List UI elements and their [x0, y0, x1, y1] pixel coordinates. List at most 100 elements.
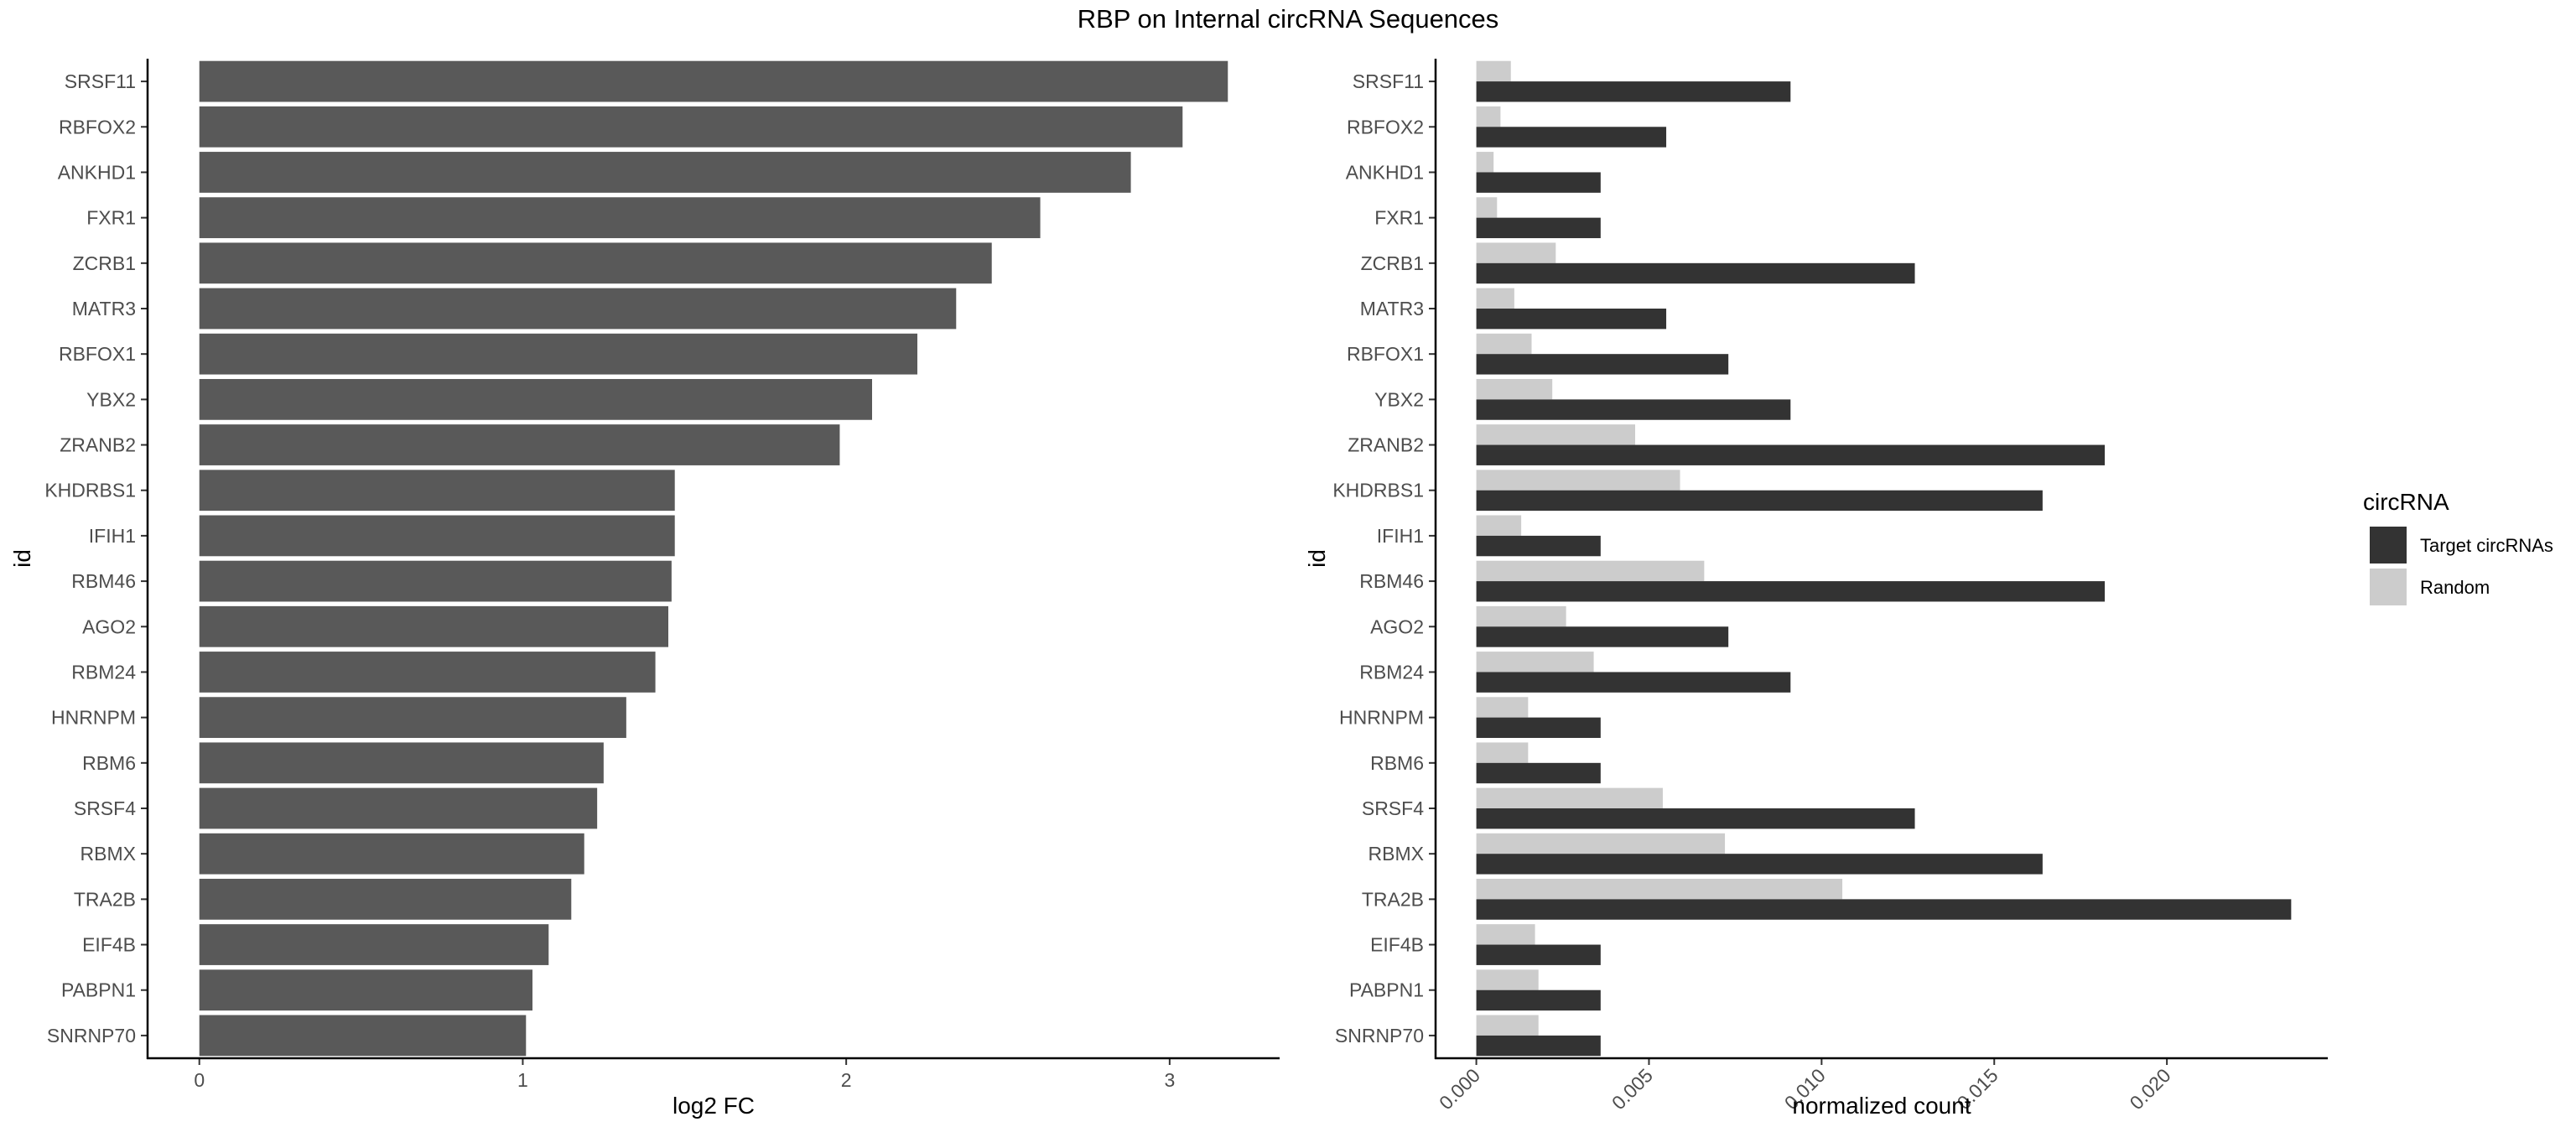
bar-random-rbm24	[1476, 652, 1594, 673]
y-tick-label-tra2b: TRA2B	[1362, 888, 1424, 910]
bar-random-pabpn1	[1476, 969, 1539, 990]
bar-random-rbm46	[1476, 560, 1705, 582]
bar-random-hnrnpm	[1476, 697, 1529, 718]
y-tick-label-tra2b: TRA2B	[74, 888, 136, 910]
normalized-count-bars	[1476, 60, 2292, 1057]
bar-srsf11	[199, 60, 1228, 102]
y-tick-label-ifih1: IFIH1	[89, 525, 136, 547]
legend-title: circRNA	[2363, 489, 2449, 515]
y-tick-label-snrnp70: SNRNP70	[47, 1025, 136, 1046]
y-tick-label-khdrbs1: KHDRBS1	[44, 480, 136, 501]
bar-srsf4	[199, 787, 598, 829]
y-tick-label-rbm6: RBM6	[1370, 752, 1424, 774]
y-tick-label-rbfox1: RBFOX1	[1347, 343, 1424, 365]
bar-pabpn1	[199, 969, 532, 1011]
y-tick-label-ankhd1: ANKHD1	[1346, 161, 1424, 183]
bar-target-srsf11	[1476, 81, 1791, 102]
bar-random-rbm6	[1476, 742, 1529, 763]
y-tick-label-khdrbs1: KHDRBS1	[1332, 480, 1424, 501]
y-tick-label-rbm6: RBM6	[82, 752, 136, 774]
y-tick-label-hnrnpm: HNRNPM	[1339, 707, 1424, 729]
y-tick-label-srsf4: SRSF4	[1362, 797, 1424, 819]
bar-random-zcrb1	[1476, 242, 1556, 263]
bar-random-zranb2	[1476, 424, 1635, 445]
y-tick-label-zcrb1: ZCRB1	[1361, 252, 1424, 274]
bar-target-rbm24	[1476, 672, 1791, 693]
y-tick-label-zcrb1: ZCRB1	[73, 252, 136, 274]
bar-zranb2	[199, 424, 840, 465]
x-tick-label: 2	[841, 1069, 852, 1091]
bar-rbm24	[199, 652, 656, 693]
bar-target-hnrnpm	[1476, 717, 1601, 739]
x-tick-label: 3	[1164, 1069, 1175, 1091]
bar-target-ago2	[1476, 626, 1729, 647]
bar-random-fxr1	[1476, 197, 1498, 218]
bar-tra2b	[199, 878, 572, 920]
bar-ifih1	[199, 515, 675, 557]
bar-target-zranb2	[1476, 444, 2105, 465]
y-tick-label-snrnp70: SNRNP70	[1335, 1025, 1424, 1046]
y-tick-label-srsf11: SRSF11	[1353, 70, 1424, 92]
y-tick-label-rbfox2: RBFOX2	[1347, 116, 1424, 138]
bar-rbfox1	[199, 333, 917, 375]
bar-rbm46	[199, 560, 672, 602]
y-tick-label-srsf11: SRSF11	[65, 70, 136, 92]
bar-target-eif4b	[1476, 944, 1601, 965]
y-tick-label-hnrnpm: HNRNPM	[51, 707, 136, 729]
bar-hnrnpm	[199, 697, 626, 739]
bar-random-ifih1	[1476, 515, 1522, 536]
y-tick-label-pabpn1: PABPN1	[1349, 979, 1424, 1001]
x-tick-label: 1	[517, 1069, 528, 1091]
right-y-axis-title: id	[1304, 549, 1330, 568]
bar-target-pabpn1	[1476, 989, 1601, 1011]
x-tick-label: 0	[194, 1069, 205, 1091]
y-tick-label-fxr1: FXR1	[1374, 207, 1424, 229]
normalized-count-bar-panel: SRSF11 RBFOX2 ANKHD1 FXR1 ZCRB1 MATR3 RBFOX1 YB…	[1304, 59, 2328, 1119]
bar-khdrbs1	[199, 470, 675, 512]
x-tick-label: 0.005	[1607, 1064, 1657, 1114]
bar-target-khdrbs1	[1476, 490, 2043, 512]
y-tick-label-zranb2: ZRANB2	[1348, 434, 1424, 456]
y-tick-label-rbm46: RBM46	[71, 570, 136, 592]
bar-target-rbm6	[1476, 762, 1601, 784]
bar-ago2	[199, 605, 668, 647]
y-tick-label-rbm24: RBM24	[1359, 661, 1424, 683]
y-tick-label-rbfox1: RBFOX1	[59, 343, 136, 365]
right-y-tick-labels: SRSF11 RBFOX2 ANKHD1 FXR1 ZCRB1 MATR3 RBFOX1 YB…	[1332, 70, 1436, 1046]
bar-target-snrnp70	[1476, 1035, 1601, 1057]
bar-target-rbfox1	[1476, 354, 1729, 375]
bar-random-srsf11	[1476, 60, 1511, 82]
legend-label-random: Random	[2420, 577, 2490, 598]
bar-target-rbm46	[1476, 581, 2105, 602]
bar-random-eif4b	[1476, 924, 1535, 945]
y-tick-label-ago2: AGO2	[82, 615, 136, 637]
left-x-axis-title: log2 FC	[673, 1093, 755, 1119]
bar-target-rbmx	[1476, 854, 2043, 875]
chart-title: RBP on Internal circRNA Sequences	[1078, 4, 1499, 34]
y-tick-label-srsf4: SRSF4	[74, 797, 136, 819]
bar-random-srsf4	[1476, 787, 1663, 808]
bar-target-tra2b	[1476, 899, 2292, 920]
bar-zcrb1	[199, 242, 992, 284]
right-x-axis-title: normalized count	[1792, 1093, 1971, 1119]
y-tick-label-ybx2: YBX2	[86, 388, 136, 410]
left-y-axis-title: id	[9, 549, 35, 568]
legend: circRNA Target circRNAs Random	[2363, 489, 2553, 605]
y-tick-label-rbm24: RBM24	[71, 661, 136, 683]
bar-target-zcrb1	[1476, 262, 1915, 284]
bar-random-snrnp70	[1476, 1015, 1539, 1036]
y-tick-label-eif4b: EIF4B	[1370, 934, 1424, 956]
bar-fxr1	[199, 197, 1041, 239]
log2fc-bars	[199, 60, 1228, 1057]
y-tick-label-rbmx: RBMX	[1368, 843, 1424, 865]
bar-eif4b	[199, 924, 549, 965]
left-x-ticks: 0 1 2 3	[194, 1058, 1175, 1091]
bar-target-ifih1	[1476, 535, 1601, 557]
bar-random-tra2b	[1476, 878, 1843, 900]
bar-random-matr3	[1476, 288, 1514, 309]
bar-target-ankhd1	[1476, 172, 1601, 193]
bar-target-matr3	[1476, 309, 1667, 330]
log2fc-bar-panel: SRSF11 RBFOX2 ANKHD1 FXR1 ZCRB1 MATR3 RBFOX1 YB…	[9, 59, 1280, 1119]
left-y-tick-labels: SRSF11 RBFOX2 ANKHD1 FXR1 ZCRB1 MATR3 RBFOX1 YB…	[44, 70, 148, 1046]
bar-rbfox2	[199, 106, 1183, 148]
